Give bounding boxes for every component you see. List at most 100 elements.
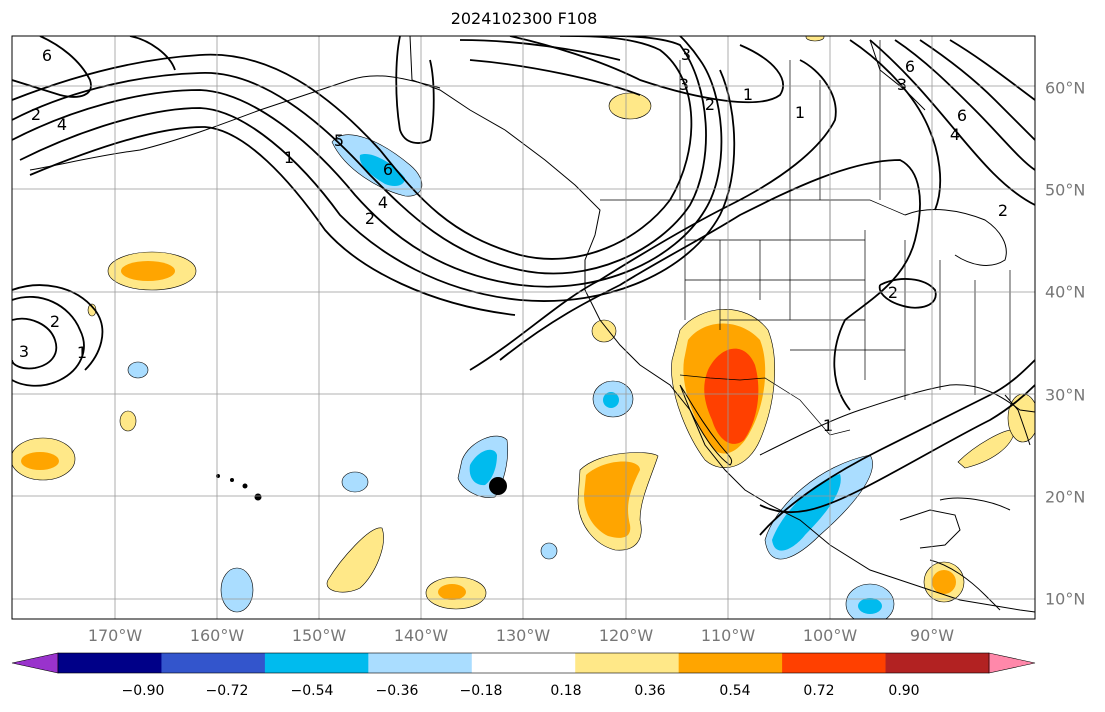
contour-21 (12, 284, 104, 371)
contour-10 (459, 39, 641, 96)
contour-label: 3 (679, 75, 689, 94)
warm-blob-8 (1007, 393, 1035, 443)
contour-17 (949, 39, 1035, 101)
contour-label: 3 (681, 45, 691, 64)
location-marker (489, 477, 507, 495)
colorbar-cell (161, 653, 266, 673)
cool-blob-1-core (603, 392, 619, 408)
contour-label: 3 (19, 342, 29, 361)
contour-16 (919, 39, 1035, 141)
lon-tick-label: 170°W (87, 626, 143, 645)
state-lines-1 (684, 200, 866, 380)
contour-label: 2 (31, 105, 41, 124)
warm-blob-1-core (121, 261, 175, 281)
contour-label: 1 (284, 148, 294, 167)
lat-tick-label: 10°N (1045, 589, 1086, 609)
contour-label: 2 (365, 209, 375, 228)
contour-3 (12, 36, 723, 288)
hudson-bay (869, 39, 926, 111)
contour-label: 4 (378, 193, 388, 212)
canada-provinces (679, 40, 881, 200)
lon-tick-label: 110°W (700, 626, 756, 645)
contour-7 (12, 317, 58, 370)
contour-6 (12, 295, 85, 387)
colorbar-cells (58, 653, 990, 673)
cuba (939, 497, 1011, 511)
colorbar-label: −0.36 (375, 683, 419, 699)
colorbar-label: 0.90 (888, 683, 920, 699)
warm-blob-6-core (932, 570, 956, 594)
contour-11 (469, 59, 837, 371)
lon-tick-label: 100°W (802, 626, 858, 645)
contour-label: 2 (705, 95, 715, 114)
contour-15 (894, 39, 1035, 171)
warm-blob-10 (119, 410, 137, 432)
baja-california (679, 384, 733, 466)
contour-label: 3 (897, 75, 907, 94)
colorbar-cell (58, 653, 162, 673)
warm-blob-12 (805, 36, 825, 42)
north-america-coast (409, 36, 1035, 613)
contour-label: 6 (383, 160, 393, 179)
colorbar-cell (575, 653, 680, 673)
cool-blob-4 (341, 471, 369, 493)
cool-anomaly-central-pacific-core (469, 449, 497, 486)
contour-12 (499, 159, 921, 411)
lon-tick-label: 160°W (189, 626, 245, 645)
cool-anomaly-gulf-alaska-core (359, 154, 405, 186)
warm-blob-9 (591, 319, 617, 343)
colorbar-cell (368, 653, 473, 673)
contour-label: 1 (743, 85, 753, 104)
contour-20 (878, 278, 937, 309)
colorbar-label: −0.72 (205, 683, 249, 699)
cool-blob-3-core (858, 598, 882, 614)
colorbar-low-extend (11, 652, 59, 674)
colorbar-label: 0.72 (803, 683, 835, 699)
contour-label: 6 (905, 57, 915, 76)
contour-label: 1 (795, 103, 805, 122)
colorbar-label: −0.18 (459, 683, 503, 699)
colorbar-label: −0.54 (290, 683, 334, 699)
contour-1 (12, 36, 693, 260)
colorbar-cell (678, 653, 783, 673)
central-america (929, 559, 1001, 611)
contour-label: 5 (334, 131, 344, 150)
contour-label: 6 (42, 46, 52, 65)
lon-tick-label: 130°W (495, 626, 551, 645)
map-border (11, 35, 1036, 620)
contour-5 (29, 126, 516, 316)
coastlines (29, 36, 1035, 613)
contour-label-group: 6 4 3 2 1 1 2 4 6 3 2 1 2 3 6 6 4 5 2 3 … (19, 45, 1008, 435)
cool-anomaly-mexico-core (772, 474, 841, 551)
gridlines (12, 36, 1035, 619)
colorbar (11, 652, 1036, 674)
gulf-coast (759, 384, 1035, 456)
warm-blob-2-core (21, 452, 59, 470)
cool-blob-2 (220, 567, 254, 613)
contour-label: 2 (50, 312, 60, 331)
state-lines-2 (685, 239, 905, 351)
alaska-coast (349, 75, 441, 89)
great-lakes (904, 209, 1007, 266)
contour-label: 2 (998, 201, 1008, 220)
colorbar-cell (264, 653, 369, 673)
map-title: 2024102300 F108 (450, 9, 598, 28)
lat-tick-label: 30°N (1045, 385, 1086, 405)
contour-19 (759, 384, 1035, 514)
map-frame-bg (12, 36, 1035, 619)
state-lines-3 (904, 240, 1011, 400)
warm-blob-3 (608, 92, 652, 120)
contour-22 (12, 36, 92, 98)
contour-8 (395, 36, 435, 144)
lat-tick-label: 50°N (1045, 180, 1086, 200)
florida (1004, 394, 1031, 446)
contour-13 (849, 39, 942, 211)
colorbar-label: 0.36 (634, 683, 666, 699)
contour-label: 2 (888, 283, 898, 302)
yucatan (899, 509, 961, 549)
contour-9 (509, 36, 784, 104)
contour-label: 4 (57, 115, 67, 134)
warm-blob-5-core (438, 584, 466, 600)
contour-label: 1 (77, 343, 87, 362)
